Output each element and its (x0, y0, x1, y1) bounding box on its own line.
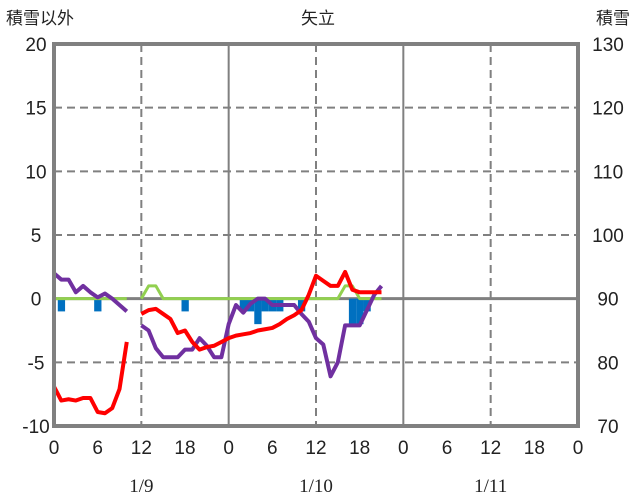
left-axis-title: 積雪以外 (6, 9, 74, 29)
x-tick-label: 0 (49, 438, 60, 459)
x-tick-label: 18 (524, 438, 545, 459)
snow-depth-bar (261, 298, 269, 312)
purple-series-line (140, 284, 384, 379)
x-tick-label: 0 (398, 438, 409, 459)
y2-tick-label: 120 (592, 99, 624, 120)
x-tick-label: 6 (267, 438, 278, 459)
x-tick-label: 6 (442, 438, 453, 459)
x-tick-label: 0 (573, 438, 584, 459)
x-tick-label: 18 (349, 438, 370, 459)
y2-tick-label: 70 (597, 417, 618, 438)
y-tick-label: 5 (31, 226, 42, 247)
x-tick-label: 6 (92, 438, 103, 459)
snow-depth-bar (57, 298, 66, 312)
date-label: 1/11 (474, 476, 507, 497)
chart-title: 矢立 (301, 9, 335, 29)
x-tick-label: 18 (174, 438, 195, 459)
snow-depth-bar (348, 298, 357, 325)
y2-tick-label: 90 (597, 290, 618, 311)
date-label: 1/10 (299, 476, 333, 497)
x-tick-label: 12 (131, 438, 152, 459)
y-tick-label: 20 (25, 35, 46, 56)
snow-depth-bar (254, 298, 262, 325)
snow-depth-bar (181, 298, 189, 312)
date-label: 1/9 (129, 476, 153, 497)
x-tick-label: 12 (305, 438, 326, 459)
y-tick-label: -5 (28, 353, 45, 374)
y-tick-label: 15 (25, 99, 46, 120)
y-tick-label: 10 (25, 162, 46, 183)
snow-depth-bar (297, 298, 306, 312)
red-series-line (140, 269, 382, 352)
y2-tick-label: 110 (593, 162, 623, 183)
snow-depth-bar (94, 298, 102, 312)
y2-tick-label: 130 (592, 35, 624, 56)
red-series-line (52, 341, 129, 416)
snow-depth-bar (356, 298, 364, 325)
y-tick-label: -10 (22, 417, 49, 438)
x-tick-label: 12 (480, 438, 501, 459)
y2-tick-label: 100 (592, 226, 624, 247)
green-series-line (140, 284, 382, 301)
y2-tick-label: 80 (597, 353, 618, 374)
y-tick-label: 0 (31, 290, 42, 311)
x-tick-label: 0 (223, 438, 234, 459)
purple-series-line (52, 271, 129, 313)
snow-depth-bar (363, 298, 371, 312)
snow-depth-bar (239, 298, 248, 312)
right-axis-title: 積雪 (596, 9, 630, 29)
plot-border (52, 42, 580, 428)
